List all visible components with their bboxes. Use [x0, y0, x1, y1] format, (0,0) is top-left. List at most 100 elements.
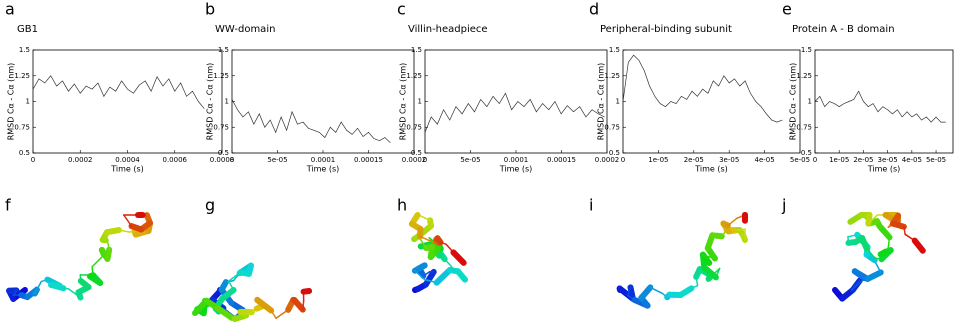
x-tick-label: 0: [621, 156, 625, 164]
backbone-segment: [438, 238, 441, 242]
y-tick-label: 0.5: [609, 149, 620, 157]
backbone-segment: [63, 288, 68, 289]
panel-letter: b: [205, 0, 215, 19]
rmsd-line: [623, 55, 782, 122]
panel-letter: f: [5, 196, 11, 215]
backbone-segment: [107, 230, 119, 232]
backbone-segment: [680, 288, 691, 295]
protein-structure: [835, 215, 923, 299]
backbone-segment: [304, 291, 310, 292]
x-tick-label: 0.0001: [311, 156, 336, 164]
panel-title: GB1: [17, 24, 38, 35]
backbone-segment: [430, 220, 431, 226]
x-tick-label: 0.00015: [354, 156, 383, 164]
backbone-segment: [222, 282, 226, 290]
y-tick-label: 1.5: [19, 46, 30, 54]
y-tick-label: 1.25: [213, 72, 229, 80]
y-tick-label: 0.75: [796, 123, 812, 131]
x-tick-label: 0.0004: [115, 156, 140, 164]
y-tick-label: 0.5: [19, 149, 30, 157]
panel-letter: i: [589, 196, 593, 215]
panel-title: Protein A - B domain: [792, 24, 895, 35]
y-tick-label: 0.5: [218, 149, 229, 157]
y-tick-label: 0.5: [801, 149, 812, 157]
x-axis-label: Time (s): [306, 165, 340, 174]
backbone-segment: [218, 308, 232, 318]
y-tick-label: 0.75: [604, 123, 620, 131]
panel-title: Peripheral-binding subunit: [600, 24, 732, 35]
panel-letter: h: [397, 196, 407, 215]
backbone-segment: [868, 272, 881, 279]
page: {"chart_data":[ {"type":"line","label":"…: [0, 0, 956, 334]
x-tick-label: 0.0002: [68, 156, 93, 164]
backbone-segment: [80, 275, 81, 281]
y-axis-label: RMSD Cα - Cα (nm): [597, 63, 606, 141]
protein-structure: [195, 266, 309, 319]
x-tick-label: 0.0001: [504, 156, 529, 164]
backbone-segment: [294, 300, 302, 309]
backbone-segment: [240, 272, 249, 273]
y-tick-label: 1.5: [801, 46, 812, 54]
backbone-segment: [107, 250, 109, 259]
y-tick-label: 0.75: [406, 123, 422, 131]
panel-letter: d: [589, 0, 599, 19]
backbone-segment: [728, 218, 737, 225]
x-tick-label: 3e-05: [719, 156, 739, 164]
x-tick-label: 5e-05: [790, 156, 810, 164]
y-tick-label: 1.5: [218, 46, 229, 54]
x-axis-label: Time (s): [867, 165, 901, 174]
y-tick-label: 0.75: [14, 123, 30, 131]
plot-frame: [33, 50, 222, 153]
panel-letter: c: [397, 0, 406, 19]
y-tick-label: 1.5: [411, 46, 422, 54]
y-axis-label: RMSD Cα - Cα (nm): [7, 63, 16, 141]
y-tick-label: 1: [808, 98, 812, 106]
backbone-segment: [81, 281, 89, 287]
y-axis-label: RMSD Cα - Cα (nm): [399, 63, 408, 141]
plot-frame: [425, 50, 607, 153]
y-tick-label: 1: [418, 98, 422, 106]
y-tick-label: 1.25: [14, 72, 30, 80]
x-tick-label: 3e-05: [878, 156, 898, 164]
backbone-segment: [453, 252, 463, 263]
x-tick-label: 1e-05: [829, 156, 849, 164]
backbone-segment: [303, 301, 304, 310]
backbone-segment: [881, 252, 886, 255]
plot-frame: [815, 50, 953, 153]
protein-structure: [620, 215, 745, 306]
x-tick-label: 0.0006: [163, 156, 188, 164]
x-tick-label: 0: [230, 156, 234, 164]
backbone-segment: [650, 287, 662, 293]
backbone-segment: [124, 215, 132, 226]
x-tick-label: 2e-05: [684, 156, 704, 164]
panel-letter: a: [5, 0, 15, 19]
y-tick-label: 0.5: [411, 149, 422, 157]
y-tick-label: 0.75: [213, 123, 229, 131]
rmsd-line: [425, 93, 604, 132]
x-tick-label: 5e-05: [460, 156, 480, 164]
plot-frame: [232, 50, 414, 153]
backbone-segment: [862, 238, 866, 248]
panel-title: Villin-headpiece: [408, 24, 488, 35]
backbone-segment: [893, 224, 904, 227]
x-tick-label: 5e-05: [926, 156, 946, 164]
y-tick-label: 1: [616, 98, 620, 106]
figure: aGB1 0.5 0.75 1 1.25 1.5 0 0.0002 0.0004 0.0006 0.…: [0, 0, 956, 334]
rmsd-line: [33, 76, 204, 109]
y-tick-label: 1: [26, 98, 30, 106]
backbone-segment: [51, 285, 63, 288]
y-tick-label: 1.25: [796, 72, 812, 80]
backbone-segment: [915, 241, 923, 251]
y-axis-label: RMSD Cα - Cα (nm): [789, 63, 798, 141]
backbone-segment: [92, 267, 93, 276]
y-tick-label: 1.25: [406, 72, 422, 80]
y-tick-label: 1.5: [609, 46, 620, 54]
x-tick-label: 1e-05: [648, 156, 668, 164]
x-tick-label: 4e-05: [754, 156, 774, 164]
panel-title: WW-domain: [215, 24, 275, 35]
protein-structure: [9, 215, 150, 299]
backbone-segment: [426, 247, 432, 248]
rmsd-line: [815, 91, 946, 122]
backbone-segment: [641, 287, 650, 298]
panel-letter: j: [781, 196, 786, 215]
